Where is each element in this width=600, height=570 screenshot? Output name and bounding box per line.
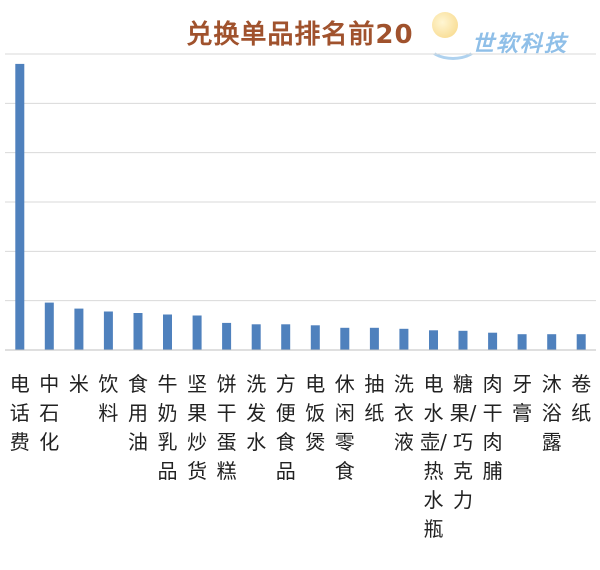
bar-10 xyxy=(310,325,320,350)
bars xyxy=(15,63,586,351)
category-label-16: 肉干肉脯 xyxy=(482,372,503,483)
category-label-18: 沐浴露 xyxy=(541,372,562,454)
category-label-2: 米 xyxy=(68,372,89,396)
category-label-19: 卷纸 xyxy=(571,372,592,425)
bar-2 xyxy=(74,308,84,350)
grid-lines xyxy=(5,53,596,302)
watermark-logo: 世软科技 xyxy=(428,12,593,60)
category-label-1: 中石化 xyxy=(39,372,60,454)
category-label-3: 饮料 xyxy=(98,372,119,425)
bar-18 xyxy=(547,334,557,350)
bar-14 xyxy=(429,330,438,350)
bar-9 xyxy=(281,324,291,350)
bar-5 xyxy=(163,314,172,350)
category-label-5: 牛奶乳品 xyxy=(157,372,178,483)
bar-15 xyxy=(458,330,468,350)
bar-13 xyxy=(399,328,409,350)
category-label-9: 方便食品 xyxy=(275,372,296,483)
bar-19 xyxy=(576,334,586,350)
bar-1 xyxy=(44,302,54,350)
category-label-7: 饼干蛋糕 xyxy=(216,372,237,483)
category-label-6: 坚果炒货 xyxy=(187,372,208,483)
bar-11 xyxy=(340,327,350,350)
bar-12 xyxy=(369,327,379,350)
bar-6 xyxy=(192,315,202,350)
category-label-11: 休闲零食 xyxy=(334,372,355,483)
bar-7 xyxy=(222,322,232,350)
chart-title: 兑换单品排名前20 xyxy=(186,20,414,50)
category-label-10: 电饭煲 xyxy=(305,372,326,454)
category-label-17: 牙膏 xyxy=(512,372,533,425)
category-label-4: 食用油 xyxy=(128,372,148,454)
category-label-0: 电话费 xyxy=(9,372,30,454)
watermark-text: 世软科技 xyxy=(472,32,569,57)
bar-16 xyxy=(488,332,498,350)
bar-17 xyxy=(517,334,527,350)
category-label-15: 糖果/巧克力 xyxy=(449,372,477,512)
bar-chart xyxy=(5,53,596,351)
bar-8 xyxy=(251,324,261,350)
category-label-8: 洗发水 xyxy=(246,372,267,454)
category-label-12: 抽纸 xyxy=(364,372,385,425)
category-label-13: 洗衣液 xyxy=(393,372,414,454)
bar-4 xyxy=(133,313,143,350)
category-label-14: 电水壶/热水瓶 xyxy=(420,372,447,541)
bar-3 xyxy=(103,311,113,350)
swoosh-icon xyxy=(428,32,478,60)
bar-0 xyxy=(15,63,25,351)
